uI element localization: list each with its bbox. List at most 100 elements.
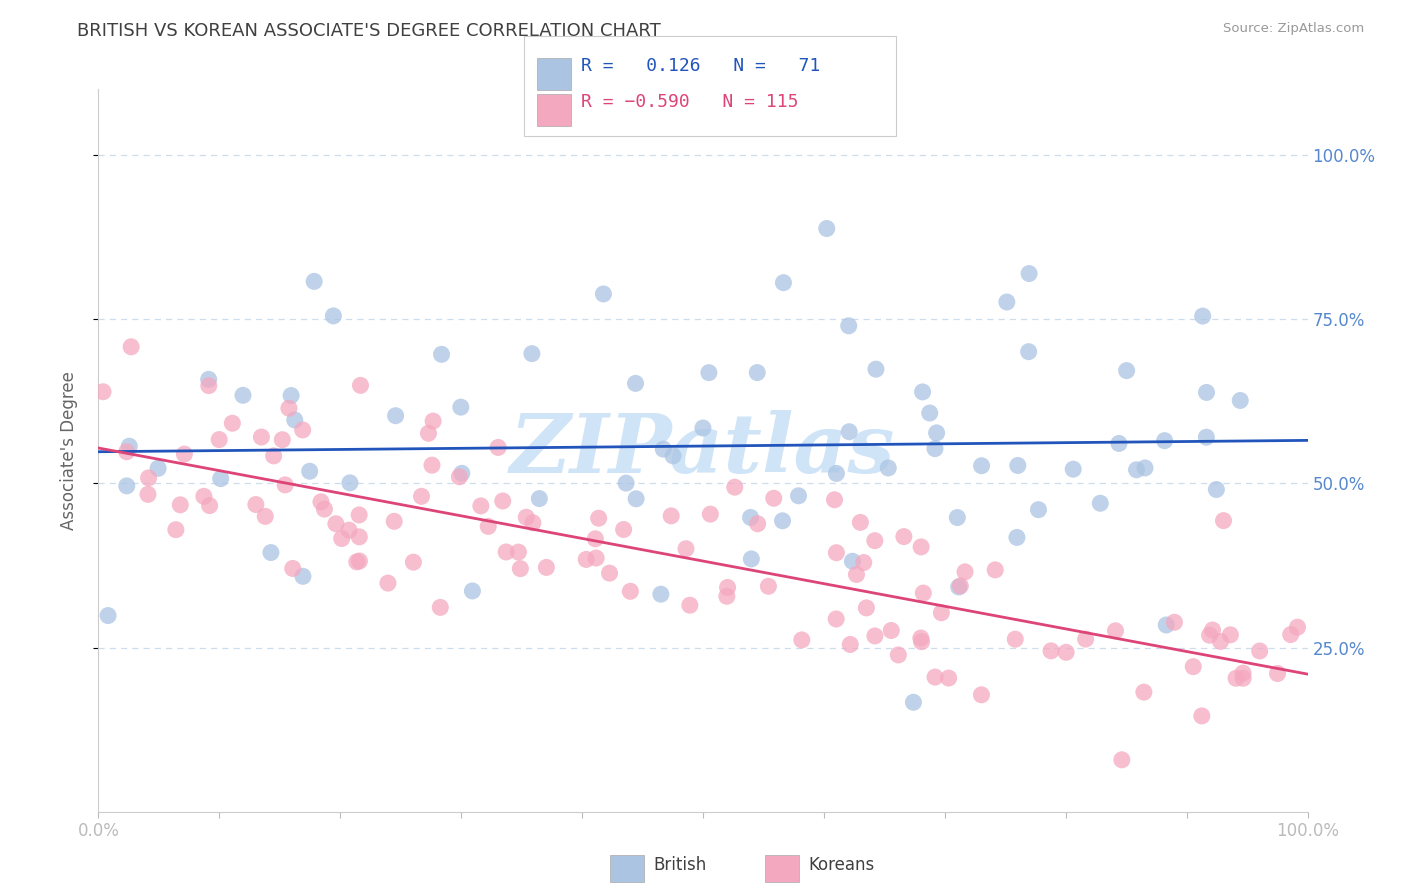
Point (912, 586, 935, 600)
Point (747, 516, 769, 531)
Point (1286, 620, 1309, 634)
Point (825, 546, 848, 560)
Point (887, 648, 910, 662)
Point (1108, 436, 1130, 450)
Point (339, 475, 361, 490)
Point (1004, 632, 1026, 647)
Point (508, 545, 530, 559)
Point (925, 425, 948, 440)
Point (825, 467, 848, 481)
Point (924, 670, 946, 684)
Point (169, 498, 191, 512)
Point (173, 447, 195, 461)
Text: Source: ZipAtlas.com: Source: ZipAtlas.com (1223, 22, 1364, 36)
Point (911, 384, 934, 399)
Point (91, 384, 114, 399)
Point (662, 449, 685, 463)
Point (924, 442, 946, 456)
Point (815, 221, 838, 235)
Point (291, 423, 314, 437)
Point (263, 449, 285, 463)
Point (377, 576, 399, 591)
Point (165, 523, 187, 537)
Point (461, 584, 484, 599)
Point (938, 671, 960, 685)
Point (772, 514, 794, 528)
Point (824, 492, 846, 507)
Point (1133, 461, 1156, 475)
Point (420, 458, 443, 473)
Point (740, 552, 762, 566)
Point (1212, 514, 1234, 528)
Point (697, 366, 720, 380)
Point (284, 413, 307, 427)
Point (337, 523, 360, 537)
Point (1062, 462, 1084, 476)
Point (418, 426, 440, 441)
Point (762, 491, 785, 506)
Point (838, 318, 860, 333)
Point (450, 467, 472, 481)
Point (349, 554, 371, 568)
Point (758, 579, 780, 593)
Point (146, 461, 169, 475)
Text: ZIPatlas: ZIPatlas (510, 410, 896, 491)
Point (1133, 685, 1156, 699)
Point (314, 502, 336, 516)
Point (583, 532, 606, 546)
Point (863, 533, 886, 548)
Point (825, 612, 848, 626)
Point (120, 340, 142, 354)
Point (509, 561, 531, 575)
Point (349, 530, 371, 544)
Point (115, 444, 138, 458)
Point (1198, 628, 1220, 642)
Point (1040, 644, 1063, 658)
Point (845, 567, 868, 582)
Point (221, 416, 243, 430)
Point (193, 489, 215, 503)
Point (1153, 434, 1175, 448)
Point (740, 510, 762, 524)
Point (1111, 753, 1133, 767)
Point (863, 629, 886, 643)
Point (271, 433, 294, 447)
Point (984, 563, 1007, 577)
Point (197, 372, 219, 386)
Point (849, 516, 872, 530)
Point (624, 491, 647, 506)
Point (995, 295, 1018, 310)
Point (529, 491, 551, 506)
Point (614, 476, 637, 491)
Point (1154, 618, 1177, 632)
Text: Koreans: Koreans (808, 856, 875, 874)
Point (747, 366, 769, 380)
Point (865, 362, 887, 376)
Point (1219, 628, 1241, 642)
Point (1163, 615, 1185, 630)
Point (1074, 632, 1097, 646)
Point (1115, 363, 1137, 377)
Point (599, 566, 621, 581)
Point (298, 464, 321, 478)
Point (495, 545, 517, 559)
Point (382, 514, 405, 528)
Point (1018, 344, 1040, 359)
Point (1018, 267, 1040, 281)
Point (652, 442, 675, 457)
Point (918, 406, 941, 420)
Point (1054, 645, 1077, 659)
Point (838, 425, 860, 439)
Point (592, 287, 614, 301)
Point (855, 601, 877, 615)
Point (1267, 666, 1289, 681)
Text: R = −0.590   N = 115: R = −0.590 N = 115 (581, 93, 799, 111)
Point (1229, 393, 1251, 408)
Point (946, 510, 969, 524)
Point (97, 608, 120, 623)
Point (970, 458, 993, 473)
Point (893, 530, 915, 544)
Point (1232, 671, 1254, 685)
Point (470, 499, 492, 513)
Point (1249, 644, 1271, 658)
